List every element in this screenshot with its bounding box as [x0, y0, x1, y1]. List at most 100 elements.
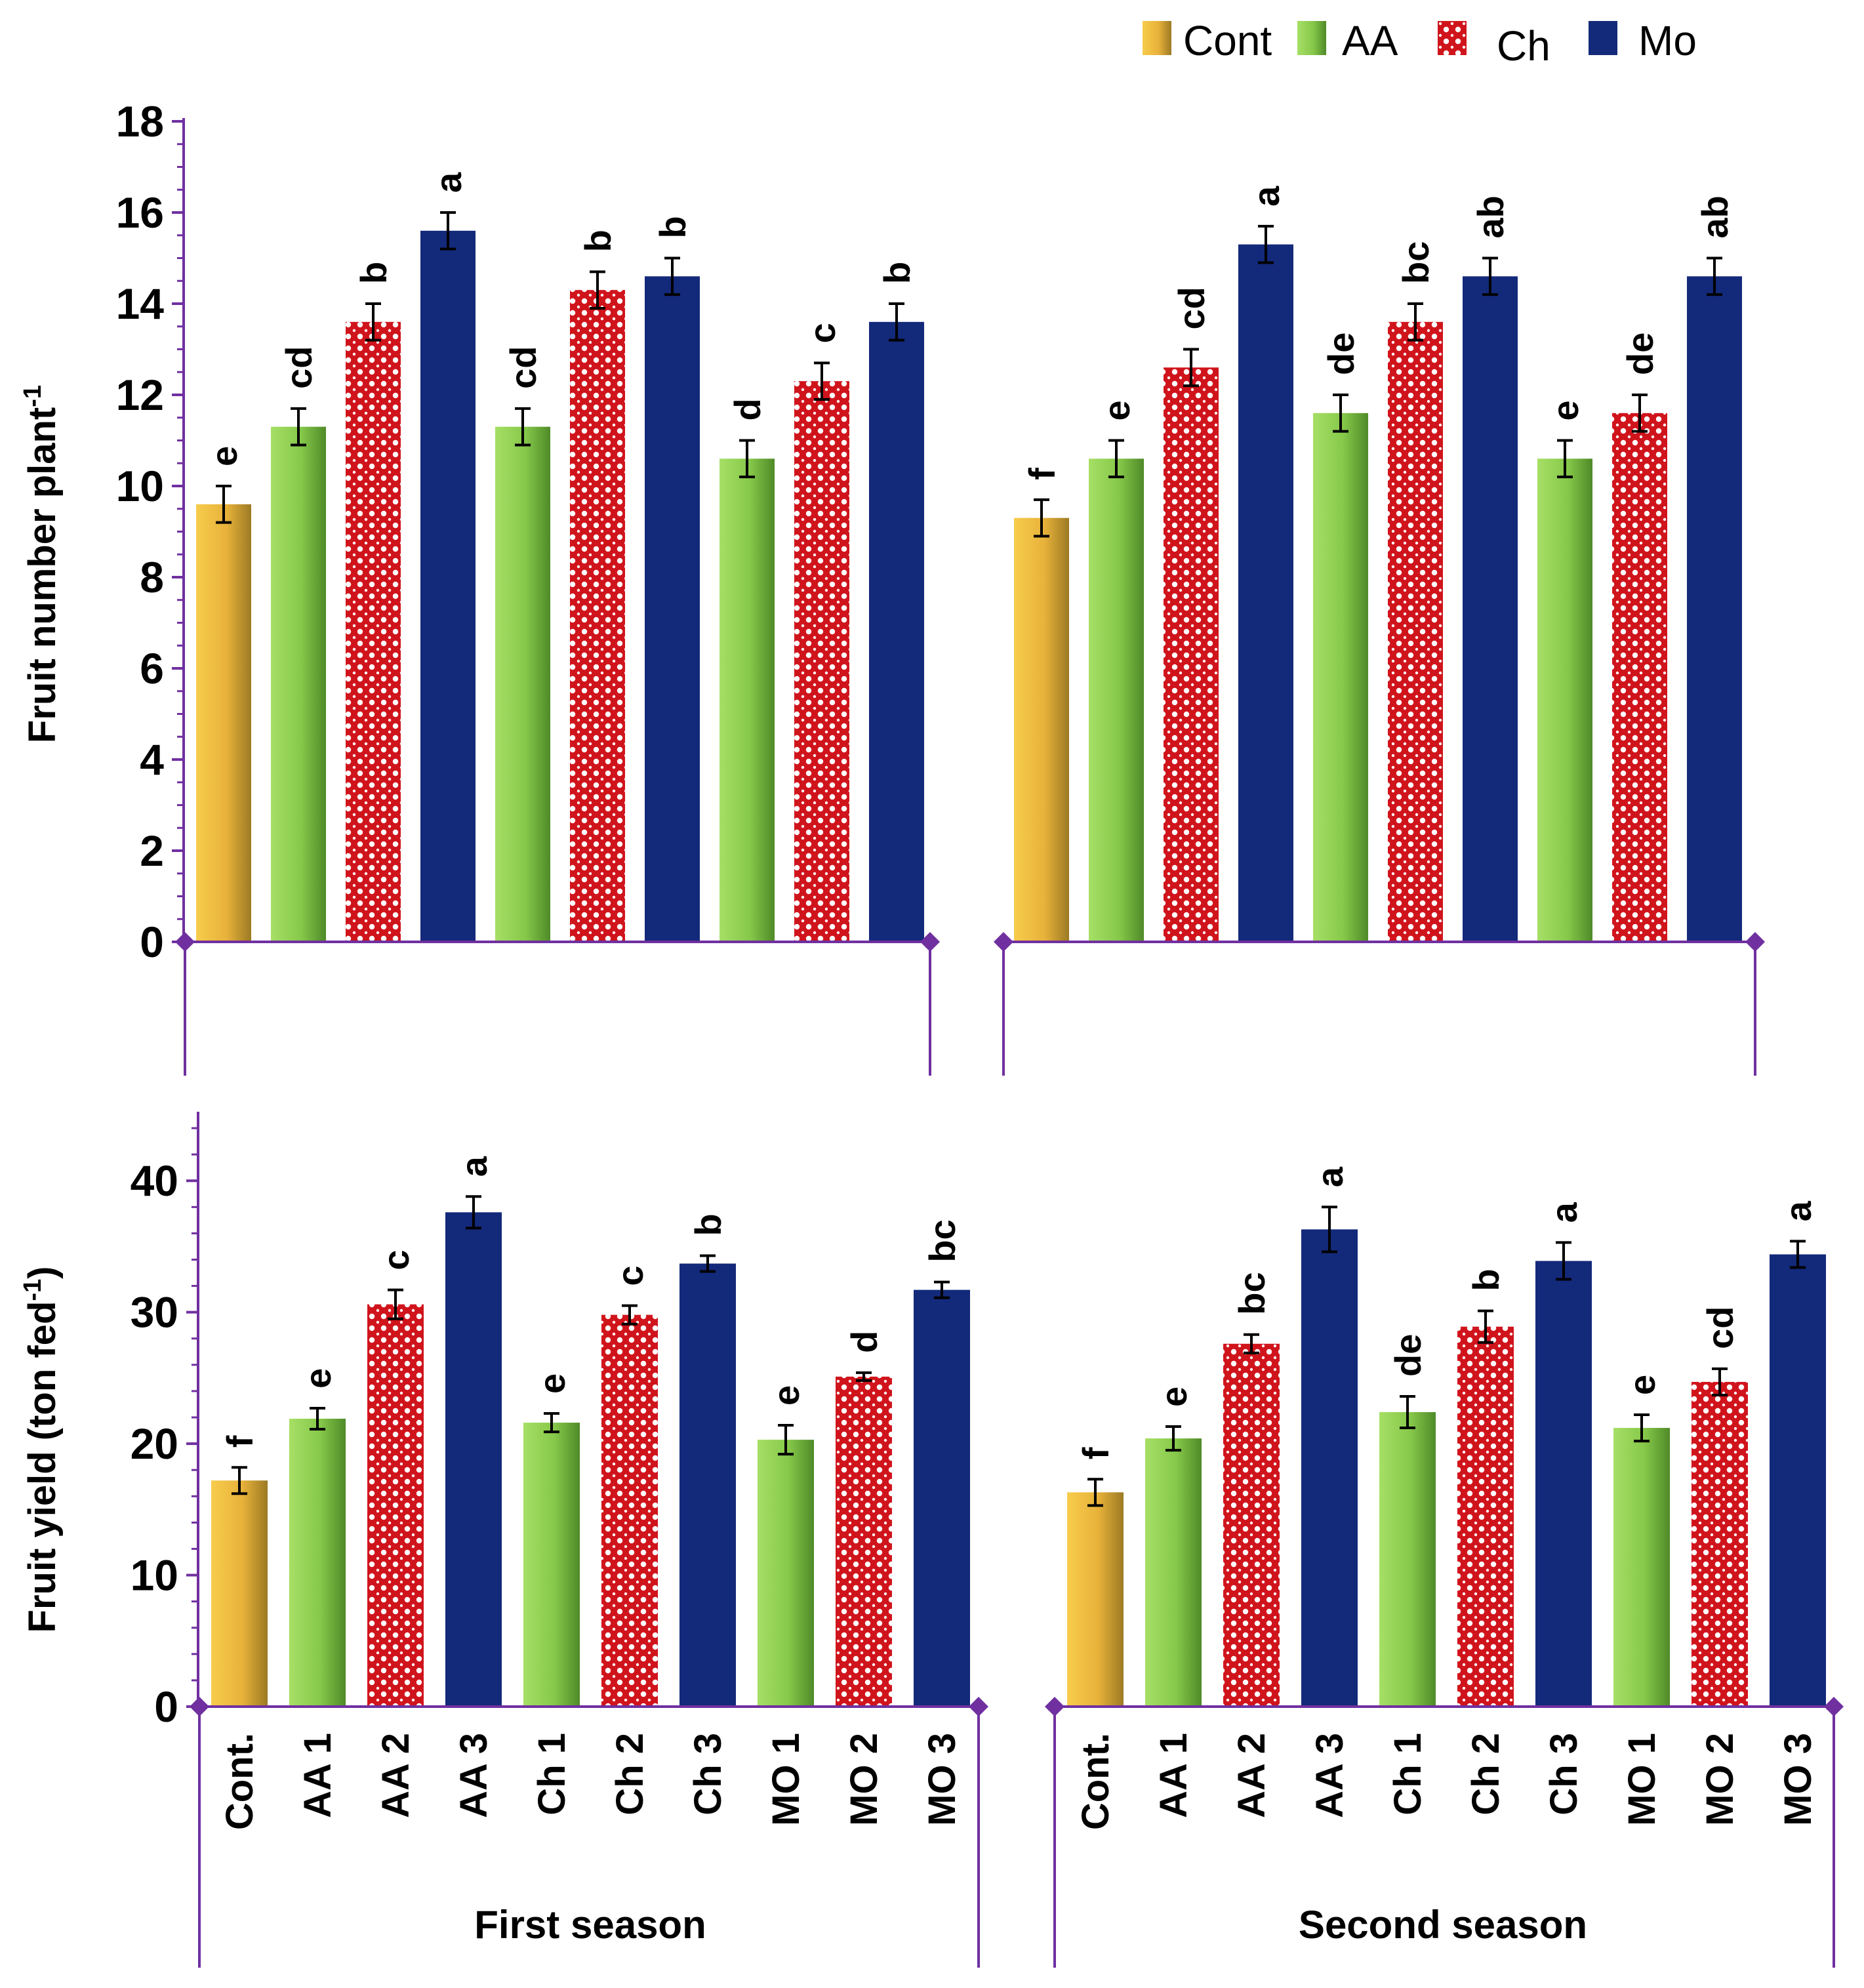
- significance-letter: e: [1096, 400, 1137, 420]
- legend: Cont AA Ch Mo: [1143, 17, 1697, 70]
- category-label: Ch 2: [1465, 1733, 1507, 1816]
- significance-letter: e: [1621, 1375, 1663, 1395]
- legend-label-cont: Cont: [1183, 17, 1272, 64]
- y-tick-label: 0: [140, 918, 164, 966]
- bar: [1687, 276, 1742, 942]
- axis-marker: [1824, 1697, 1844, 1716]
- axis-marker: [190, 1697, 209, 1716]
- bar: [794, 381, 849, 942]
- y-tick-label: 0: [154, 1682, 178, 1731]
- category-label: MO 2: [1699, 1733, 1741, 1826]
- axis-marker: [994, 932, 1013, 952]
- bar: [1301, 1229, 1358, 1707]
- bar: [1238, 244, 1293, 942]
- significance-letter: c: [801, 323, 843, 343]
- significance-letter: a: [428, 172, 469, 193]
- bar: [601, 1314, 658, 1707]
- y-tick-label: 10: [116, 462, 164, 510]
- significance-letter: c: [375, 1249, 416, 1270]
- y-axis-title: Fruit yield (ton fed-1): [19, 1267, 64, 1633]
- legend-swatch-ch: [1438, 21, 1467, 55]
- y-tick-label: 2: [140, 826, 164, 875]
- significance-letter: ab: [1470, 195, 1511, 238]
- category-label: AA 1: [1152, 1733, 1195, 1818]
- bar: [836, 1376, 892, 1707]
- axis-marker: [1745, 932, 1765, 952]
- significance-letter: b: [876, 262, 918, 284]
- significance-letter: e: [1545, 400, 1586, 420]
- axis-marker: [920, 932, 940, 952]
- significance-letter: a: [1309, 1166, 1350, 1187]
- bar: [1535, 1261, 1592, 1707]
- bar: [645, 276, 700, 942]
- axis-frame: [190, 1697, 1844, 1968]
- significance-letter: e: [765, 1385, 807, 1406]
- significance-letter: ab: [1694, 195, 1735, 238]
- bars: [211, 1212, 1826, 1707]
- category-label: Cont.: [1074, 1733, 1117, 1830]
- significance-letter: cd: [502, 346, 544, 388]
- significance-letter: c: [609, 1265, 651, 1286]
- bar: [1612, 413, 1667, 942]
- fruit-yield-chart: 0 10 20 30 40 f e c a e c b e d bc f e bc a de b a e cd a Cont.…: [19, 1112, 1844, 1968]
- y-tick-label: 20: [131, 1419, 178, 1468]
- bar: [495, 426, 550, 942]
- bar: [1089, 458, 1144, 942]
- bar: [1692, 1381, 1748, 1707]
- significance-letter: de: [1387, 1334, 1428, 1377]
- axis-frame: [175, 932, 1765, 1076]
- bar: [196, 504, 251, 942]
- bar: [869, 321, 924, 942]
- season-label-first: First season: [474, 1903, 706, 1947]
- category-label: MO 1: [1621, 1733, 1663, 1826]
- y-tick-label: 30: [131, 1288, 178, 1337]
- significance-letter: cd: [1171, 287, 1212, 329]
- bar: [211, 1480, 268, 1707]
- category-label: Ch 1: [531, 1733, 573, 1816]
- significance-letter: e: [297, 1368, 338, 1389]
- category-label: MO 3: [921, 1733, 963, 1826]
- category-label: AA 2: [375, 1733, 417, 1818]
- bar: [271, 426, 326, 942]
- bar: [289, 1419, 346, 1707]
- significance-letter: b: [353, 262, 394, 284]
- y-tick-label: 18: [116, 97, 164, 146]
- significance-letter: e: [531, 1373, 573, 1394]
- significance-letter: b: [687, 1213, 729, 1236]
- significance-letter: f: [1075, 1447, 1116, 1459]
- significance-letter: b: [1465, 1268, 1507, 1291]
- significance-letter: bc: [1395, 241, 1436, 284]
- error-bars: [216, 211, 1722, 538]
- bar: [914, 1289, 970, 1707]
- bar: [420, 230, 476, 942]
- y-axis: 0 10 20 30 40: [131, 1112, 199, 1731]
- y-tick-label: 12: [116, 371, 164, 419]
- y-tick-label: 8: [140, 553, 164, 601]
- significance-letter: de: [1320, 333, 1362, 375]
- bar: [1313, 413, 1368, 942]
- category-labels: Cont. AA 1 AA 2 AA 3 Ch 1 Ch 2 Ch 3 MO 1 MO 2 MO …: [218, 1733, 1819, 1830]
- bar: [1014, 517, 1069, 942]
- category-label: MO 2: [843, 1733, 885, 1826]
- significance-letter: a: [453, 1156, 495, 1177]
- category-label: AA 3: [453, 1733, 495, 1818]
- bar: [758, 1440, 814, 1707]
- significance-letter: a: [1777, 1200, 1819, 1221]
- category-label: MO 1: [765, 1733, 807, 1826]
- y-tick-label: 40: [131, 1156, 178, 1205]
- season-label-second: Second season: [1299, 1903, 1587, 1947]
- bar: [1770, 1254, 1826, 1707]
- significance-letter: b: [652, 216, 693, 238]
- bar: [367, 1304, 424, 1707]
- legend-swatch-cont: [1143, 21, 1171, 55]
- bar: [445, 1212, 502, 1707]
- legend-label-ch: Ch: [1497, 22, 1550, 70]
- axis-marker: [1045, 1697, 1064, 1716]
- bar: [1379, 1412, 1436, 1707]
- bar: [570, 290, 625, 942]
- bars: [196, 230, 1742, 942]
- y-tick-label: 10: [131, 1551, 178, 1600]
- bar: [679, 1263, 736, 1707]
